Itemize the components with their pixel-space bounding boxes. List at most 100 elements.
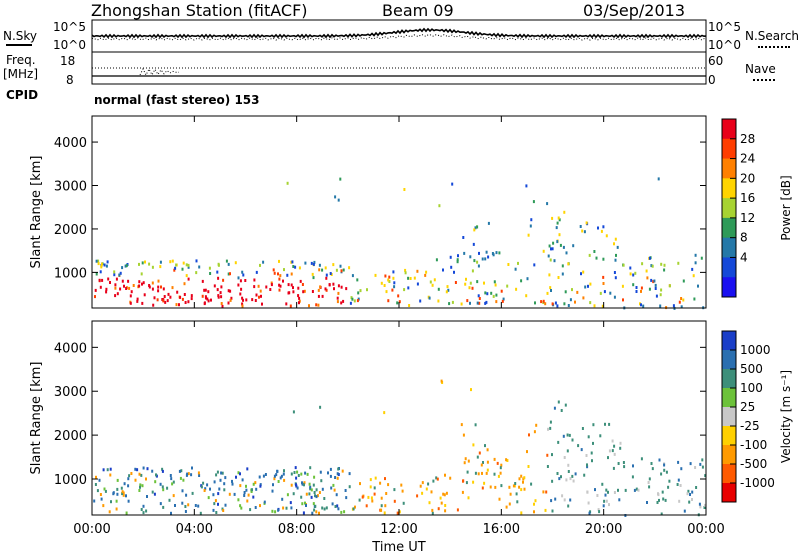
scatter-cell: [277, 508, 280, 512]
cpid-label: CPID: [6, 88, 39, 102]
scatter-cell: [365, 504, 368, 508]
scatter-cell: [290, 472, 293, 476]
scatter-cell: [387, 299, 390, 303]
scatter-cell: [514, 267, 517, 271]
scatter-cell: [292, 492, 295, 496]
scatter-cell: [445, 491, 448, 495]
scatter-cell: [153, 492, 156, 496]
scatter-cell: [469, 281, 472, 285]
scatter-cell: [186, 472, 189, 476]
scatter-cell: [179, 476, 182, 480]
scatter-cell: [119, 287, 122, 291]
scatter-cell: [613, 452, 616, 456]
scatter-cell: [646, 501, 648, 504]
scatter-cell: [315, 495, 318, 499]
scatter-cell: [691, 267, 694, 271]
scatter-cell: [260, 294, 262, 298]
scatter-cell: [584, 285, 587, 289]
scatter-cell: [358, 498, 361, 502]
scatter-cell: [604, 493, 607, 497]
station-title: Zhongshan Station (fitACF): [91, 1, 308, 20]
scatter-cell: [613, 271, 616, 274]
scatter-cell: [183, 282, 186, 286]
scatter-cell: [171, 482, 174, 486]
scatter-cell: [141, 282, 143, 286]
scatter-cell: [416, 282, 419, 286]
scatter-cell: [603, 499, 606, 503]
scatter-cell: [287, 283, 290, 287]
scatter-cell: [508, 502, 511, 506]
scatter-cell: [499, 471, 502, 475]
scatter-cell: [492, 253, 495, 257]
scatter-cell: [190, 473, 193, 477]
velocity-colorbar-tick-label: -100: [740, 438, 767, 452]
scatter-cell: [567, 504, 570, 508]
power-colorbar-swatch: [722, 257, 736, 278]
scatter-cell: [373, 492, 376, 496]
scatter-cell: [592, 441, 594, 445]
scatter-cell: [604, 422, 606, 426]
scatter-cell: [493, 472, 496, 476]
scatter-cell: [121, 492, 124, 496]
scatter-cell: [321, 268, 324, 272]
scatter-cell: [520, 511, 523, 515]
scatter-cell: [308, 492, 311, 496]
scatter-cell: [105, 264, 108, 268]
scatter-cell: [553, 406, 556, 410]
scatter-cell: [477, 472, 480, 476]
scatter-cell: [398, 300, 401, 304]
scatter-cell: [142, 511, 145, 515]
scatter-cell: [233, 492, 236, 496]
scatter-cell: [105, 287, 108, 291]
scatter-cell: [566, 433, 569, 437]
scatter-cell: [549, 420, 552, 424]
scatter-cell: [281, 497, 284, 501]
scatter-cell: [321, 294, 324, 298]
scatter-cell: [128, 286, 131, 290]
scatter-cell: [125, 264, 128, 268]
scatter-cell: [301, 283, 304, 286]
scatter-cell: [659, 304, 662, 308]
scatter-cell: [658, 498, 660, 502]
scatter-cell: [677, 261, 680, 265]
scatter-cell: [516, 500, 519, 504]
scatter-cell: [367, 495, 370, 499]
scatter-cell: [227, 289, 230, 293]
scatter-cell: [222, 278, 225, 282]
scatter-cell: [250, 490, 253, 493]
scatter-cell: [463, 251, 466, 255]
scatter-cell: [569, 477, 572, 481]
scatter-cell: [429, 280, 432, 284]
scatter-cell: [309, 487, 312, 491]
scatter-cell: [557, 400, 560, 404]
scatter-cell: [318, 491, 321, 494]
scatter-cell: [590, 451, 593, 455]
scatter-cell: [476, 260, 479, 264]
scatter-cell: [249, 508, 252, 512]
scatter-cell: [273, 271, 276, 275]
scatter-cell: [703, 506, 706, 509]
scatter-cell: [546, 465, 549, 468]
scatter-cell: [542, 490, 545, 494]
scatter-cell: [533, 510, 535, 514]
scatter-cell: [568, 433, 571, 437]
y-axis-label: Slant Range [km]: [29, 156, 44, 269]
scatter-cell: [342, 299, 345, 303]
scatter-cell: [215, 473, 218, 477]
velocity-colorbar-tick-label: 25: [740, 400, 755, 414]
scatter-cell: [421, 481, 424, 485]
scatter-cell: [632, 464, 634, 468]
scatter-cell: [699, 462, 702, 466]
scatter-cell: [486, 448, 489, 452]
scatter-cell: [103, 263, 106, 267]
scatter-cell: [339, 177, 342, 181]
power-colorbar-tick-label: 28: [740, 132, 755, 146]
scatter-cell: [161, 467, 164, 471]
scatter-cell: [215, 511, 218, 514]
scatter-cell: [633, 488, 636, 492]
scatter-cell: [572, 244, 575, 248]
scatter-cell: [500, 289, 503, 293]
scatter-cell: [143, 293, 146, 297]
scatter-cell: [486, 468, 489, 472]
scatter-cell: [588, 511, 591, 515]
